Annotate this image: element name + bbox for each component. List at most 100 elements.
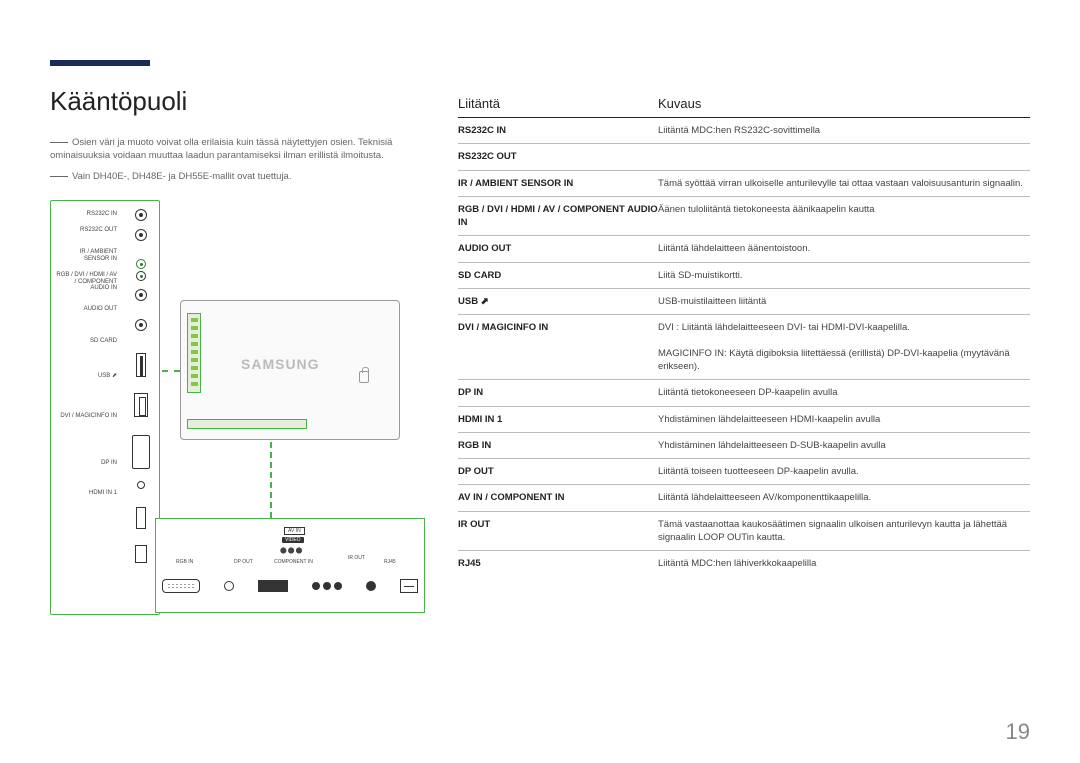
lbl-rs232c-in: RS232C IN [55,211,117,217]
th-port: Liitäntä [458,96,658,111]
lbl-rj45: RJ45 [384,559,396,565]
table-row: DVI / MAGICINFO INDVI : Liitäntä lähdela… [458,315,1030,340]
cell: Liitäntä toiseen tuotteeseen DP-kaapelin… [658,465,1030,478]
rca-dots: ⬤ ⬤ ⬤ [280,547,302,554]
table-row: RS232C OUT [458,144,1030,170]
lock-icon [359,371,369,383]
cell: Liitäntä lähdelaitteen äänentoistoon. [658,242,1030,255]
cell: DVI : Liitäntä lähdelaitteeseen DVI- tai… [658,321,1030,334]
lbl-rgb-av: RGB / DVI / HDMI / AV / COMPONENT AUDIO … [55,272,117,292]
ports-table: Liitäntä Kuvaus RS232C INLiitäntä MDC:he… [458,96,1030,577]
lbl-dvi: DVI / MAGICINFO IN [55,413,117,420]
rca-icon [312,582,320,590]
lbl-irout: IR OUT [348,555,365,561]
video-box: VIDEO [282,537,304,543]
cell: Liitäntä MDC:hen lähiverkkokaapelilla [658,557,1030,570]
lbl-usb: USB ⬈ [55,372,117,379]
cell: RS232C OUT [458,150,658,163]
lbl-dpout: DP OUT [234,559,253,565]
table-row: RGB / DVI / HDMI / AV / COMPONENT AUDIO … [458,197,1030,237]
rs232c-in-icon [135,209,147,221]
cell: AUDIO OUT [458,242,658,255]
rca-icon [323,582,331,590]
ir-out-icon [366,581,376,591]
bottom-labels: AV IN VIDEO ⬤ ⬤ ⬤ RGB IN DP OUT COMPONEN… [156,525,424,555]
port-labels: RS232C IN RS232C OUT IR / AMBIENT SENSOR… [55,209,117,500]
component-rca [312,582,342,590]
minijack-icon [224,581,234,591]
table-row: DP OUTLiitäntä toiseen tuotteeseen DP-ka… [458,459,1030,485]
table-head: Liitäntä Kuvaus [458,96,1030,118]
note-1: Osien väri ja muoto voivat olla erilaisi… [50,136,420,163]
cell: RJ45 [458,557,658,570]
cell: RS232C IN [458,124,658,137]
lbl-hdmi1: HDMI IN 1 [55,490,117,496]
cell [458,347,658,374]
cell: Tämä vastaanottaa kaukosäätimen signaali… [658,518,1030,545]
ir-jack-icon [136,259,146,269]
video-text: VIDEO [282,537,304,543]
table-row: RS232C INLiitäntä MDC:hen RS232C-sovitti… [458,118,1030,144]
th-desc: Kuvaus [658,96,1030,111]
rj45-icon [400,579,418,593]
cell: IR / AMBIENT SENSOR IN [458,177,658,190]
audio-in-icon [135,289,147,301]
dp-slot-icon [136,507,146,529]
rear-horizontal-port-icon [187,419,307,429]
cell: Yhdistäminen lähdelaitteeseen D-SUB-kaap… [658,439,1030,452]
avin-box: AV IN [284,527,305,535]
lbl-audio-out: AUDIO OUT [55,306,117,312]
cell: Liitäntä tietokoneeseen DP-kaapelin avul… [658,386,1030,399]
cell: RGB / DVI / HDMI / AV / COMPONENT AUDIO … [458,203,658,230]
table-row: MAGICINFO IN: Käytä digiboksia liitettäe… [458,341,1030,381]
lbl-compin: COMPONENT IN [274,559,313,565]
sd-slot-icon [136,353,146,377]
lbl-ir-ambient: IR / AMBIENT SENSOR IN [55,249,117,262]
cell: USB ⬈ [458,295,658,308]
rca-icon [334,582,342,590]
rear-vertical-port-icon [187,313,201,393]
note2-text: Vain DH40E-, DH48E- ja DH55E-mallit ovat… [72,171,291,182]
cell: DVI / MAGICINFO IN [458,321,658,334]
ambient-jack-icon [136,271,146,281]
cell: DP OUT [458,465,658,478]
usb-slot-icon [134,393,148,417]
dashed-line-2 [270,442,272,518]
audio-out-icon [135,319,147,331]
table-row: IR OUTTämä vastaanottaa kaukosäätimen si… [458,512,1030,552]
vertical-port-panel: RS232C IN RS232C OUT IR / AMBIENT SENSOR… [50,200,160,615]
table-row: DP INLiitäntä tietokoneeseen DP-kaapelin… [458,380,1030,406]
samsung-logo: SAMSUNG [241,356,320,372]
dvi-slot-icon [132,435,150,469]
port-icons [129,209,153,571]
cell: Yhdistäminen lähdelaitteeseen HDMI-kaape… [658,413,1030,426]
cell: SD CARD [458,269,658,282]
cell [658,150,1030,163]
table-row: IR / AMBIENT SENSOR INTämä syöttää virra… [458,171,1030,197]
table-row: AV IN / COMPONENT INLiitäntä lähdelaitte… [458,485,1030,511]
bottom-port-panel: AV IN VIDEO ⬤ ⬤ ⬤ RGB IN DP OUT COMPONEN… [155,518,425,613]
cell: Liitäntä lähdelaitteeseen AV/komponentti… [658,491,1030,504]
cell: Liitäntä MDC:hen RS232C-sovittimella [658,124,1030,137]
note1-text: Osien väri ja muoto voivat olla erilaisi… [50,137,392,161]
lbl-sd: SD CARD [55,338,117,344]
cell: Tämä syöttää virran ulkoiselle anturilev… [658,177,1030,190]
cell: RGB IN [458,439,658,452]
lbl-dpin: DP IN [55,460,117,466]
cell: Liitä SD-muistikortti. [658,269,1030,282]
page-title: Kääntöpuoli [50,86,187,117]
lbl-usb-text: USB [98,373,110,379]
table-row: USB ⬈USB-muistilaitteen liitäntä [458,289,1030,315]
cell: HDMI IN 1 [458,413,658,426]
table-row: HDMI IN 1Yhdistäminen lähdelaitteeseen H… [458,407,1030,433]
hdmi-slot-icon [135,545,147,563]
note-2: Vain DH40E-, DH48E- ja DH55E-mallit ovat… [50,170,420,183]
avin-text: AV IN [284,527,305,535]
cell: Äänen tuloliitäntä tietokoneesta äänikaa… [658,203,1030,230]
table-row: RJ45Liitäntä MDC:hen lähiverkkokaapelill… [458,551,1030,576]
cell: MAGICINFO IN: Käytä digiboksia liitettäe… [658,347,1030,374]
table-row: SD CARDLiitä SD-muistikortti. [458,263,1030,289]
screw-icon [137,481,145,489]
dp-out-icon [258,580,288,592]
page-number: 19 [1006,719,1030,745]
